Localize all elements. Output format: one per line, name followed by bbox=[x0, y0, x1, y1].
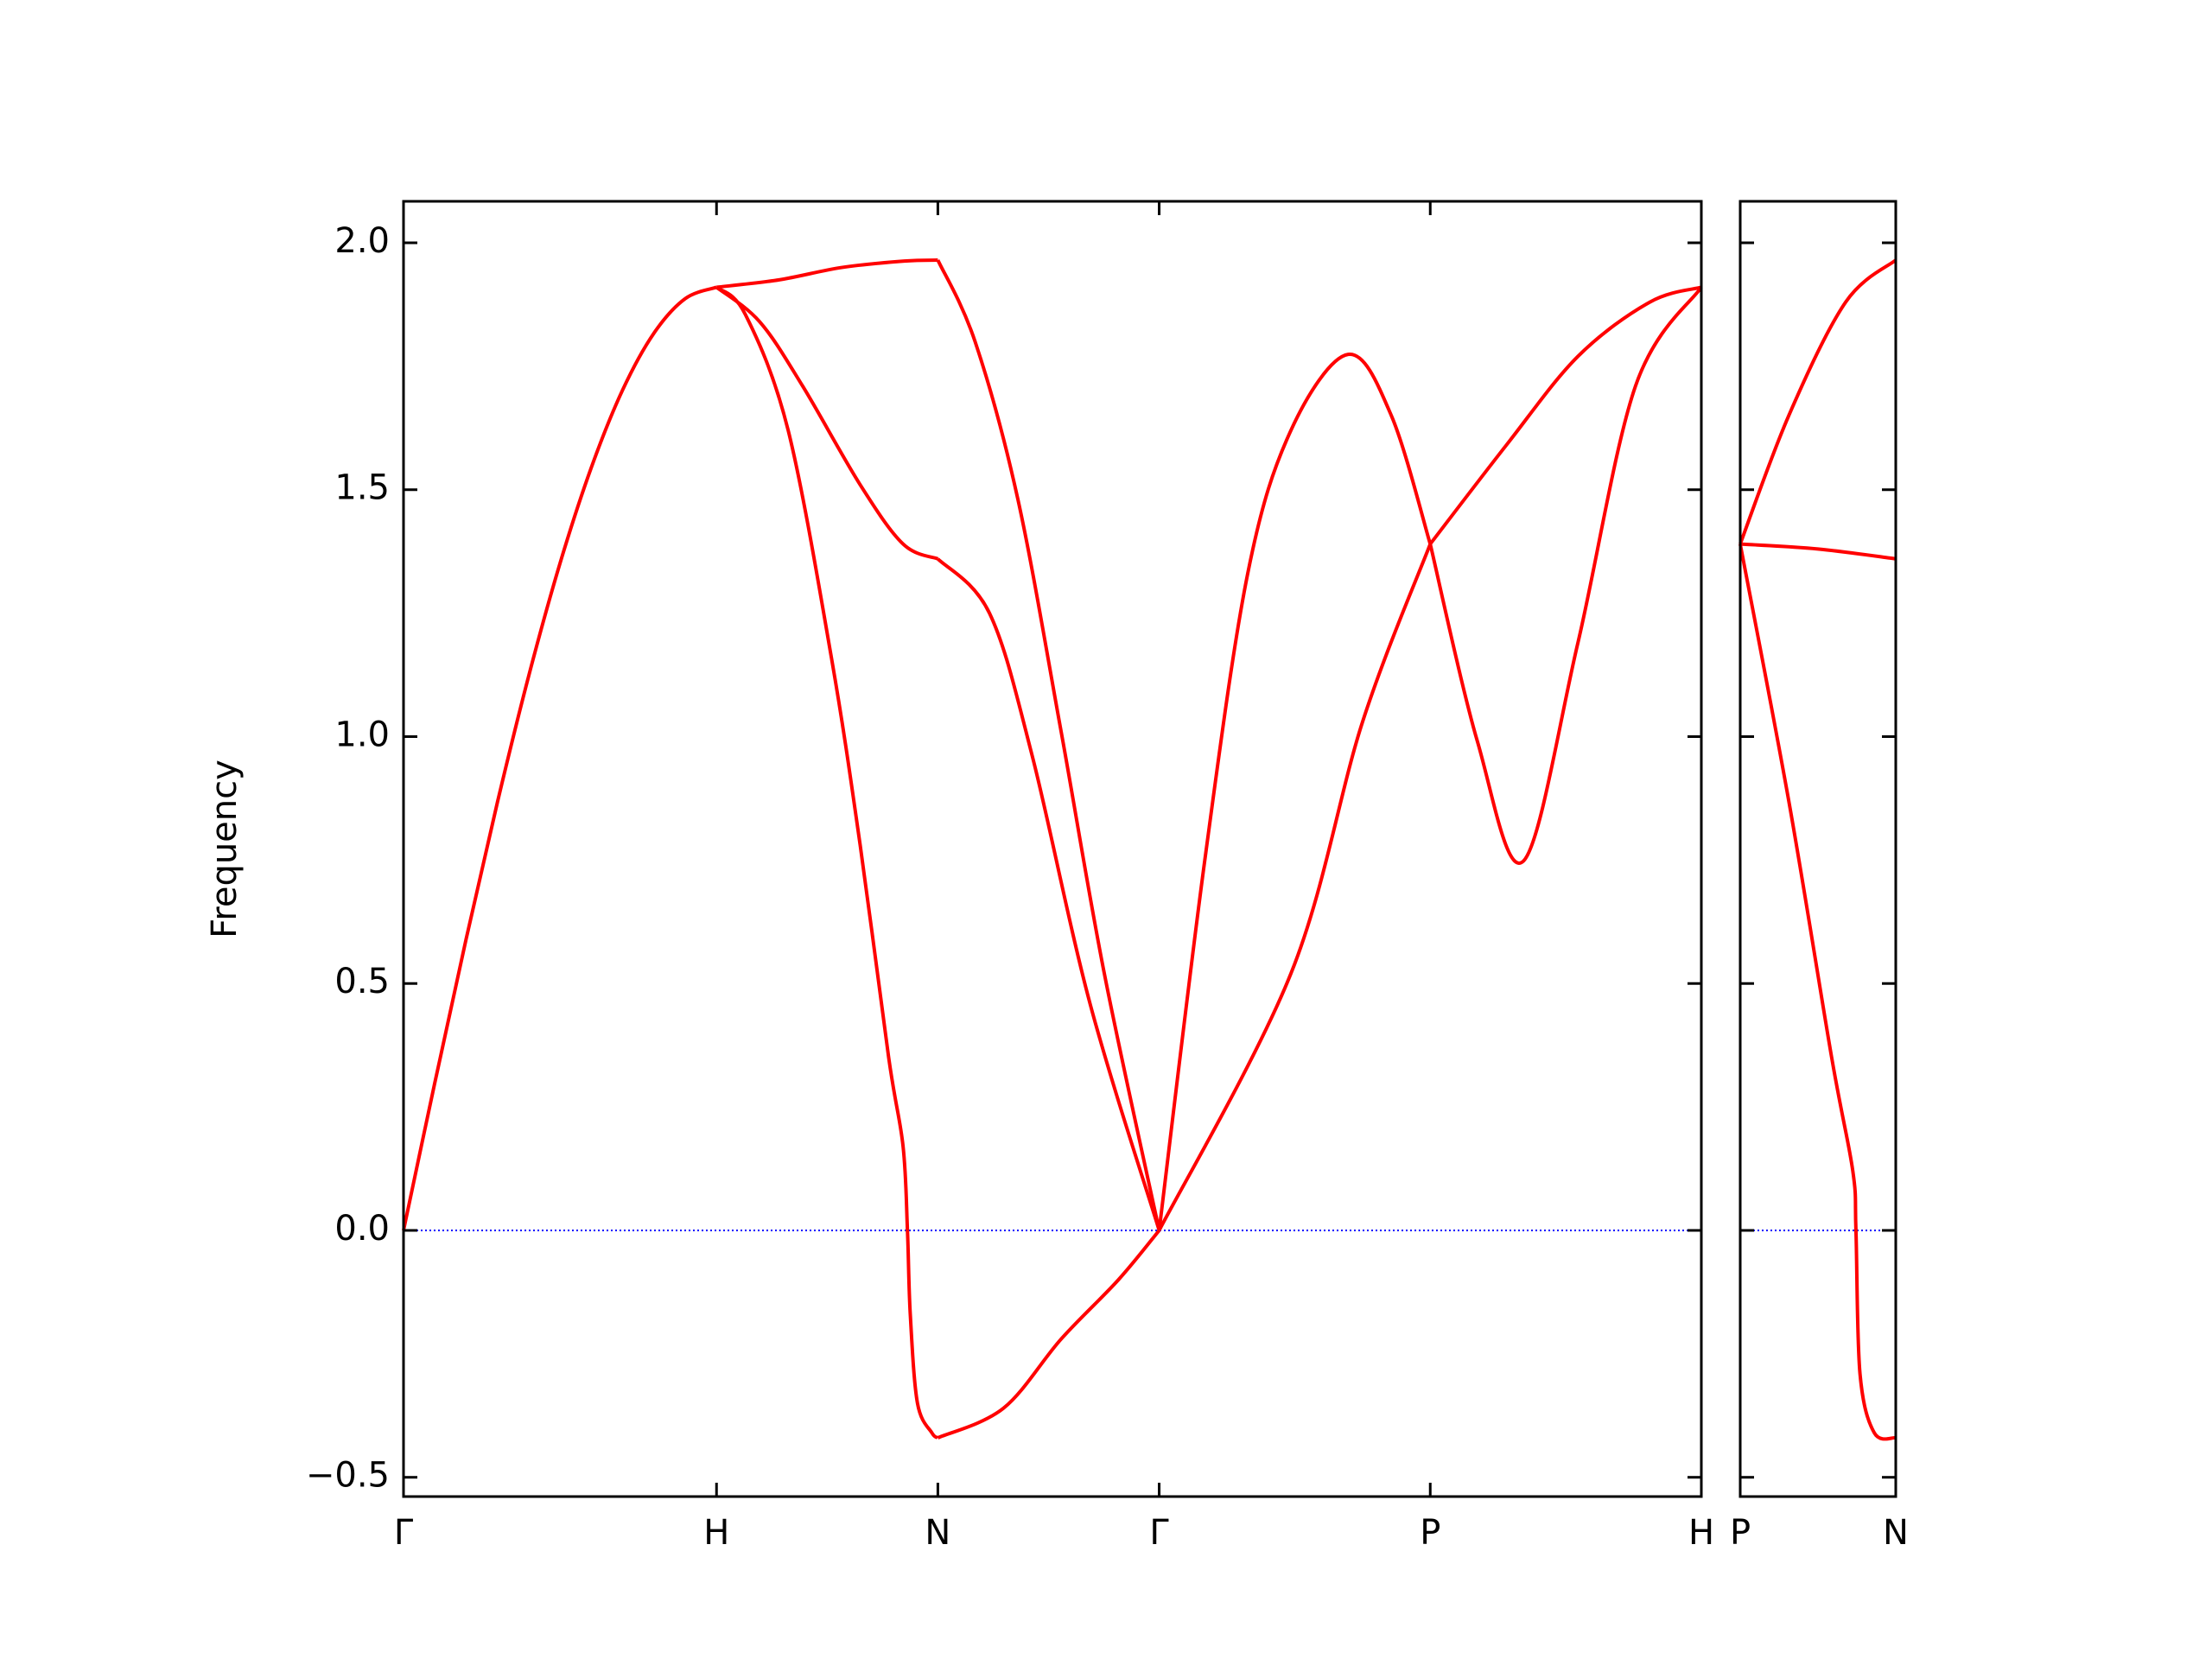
band-line bbox=[1428, 285, 1702, 545]
band-line bbox=[1738, 543, 1897, 1441]
band-line bbox=[402, 285, 717, 1231]
x-tick-label: N bbox=[925, 1513, 950, 1553]
axes-frame bbox=[402, 200, 1703, 1498]
x-tick-label: H bbox=[703, 1513, 729, 1553]
x-tick-label: Γ bbox=[394, 1513, 414, 1553]
y-tick-label: 0.0 bbox=[334, 1209, 390, 1249]
y-axis-label: Frequency bbox=[205, 760, 245, 938]
band-line bbox=[1157, 543, 1433, 1231]
y-tick-label: 1.5 bbox=[334, 468, 390, 508]
band-line bbox=[1157, 353, 1433, 1231]
band-line bbox=[716, 258, 938, 289]
band-line bbox=[936, 557, 1161, 1231]
band-line bbox=[1428, 286, 1703, 865]
band-line bbox=[1739, 542, 1897, 561]
x-tick-label: P bbox=[1730, 1513, 1751, 1553]
band-line bbox=[936, 259, 1161, 1231]
x-tick-label: Γ bbox=[1149, 1513, 1169, 1553]
y-tick-label: 1.0 bbox=[334, 715, 390, 754]
axes-frame bbox=[1738, 200, 1897, 1498]
y-tick-label: 0.5 bbox=[334, 962, 390, 1001]
y-tick-label: 2.0 bbox=[334, 221, 390, 261]
x-tick-label: H bbox=[1688, 1513, 1714, 1553]
band-line bbox=[715, 285, 939, 1440]
x-tick-label: P bbox=[1420, 1513, 1440, 1553]
band-line bbox=[1738, 258, 1897, 545]
band-line bbox=[715, 285, 939, 561]
x-tick-label: N bbox=[1883, 1513, 1909, 1553]
y-tick-label: −0.5 bbox=[306, 1456, 390, 1496]
band-line bbox=[937, 1229, 1161, 1440]
